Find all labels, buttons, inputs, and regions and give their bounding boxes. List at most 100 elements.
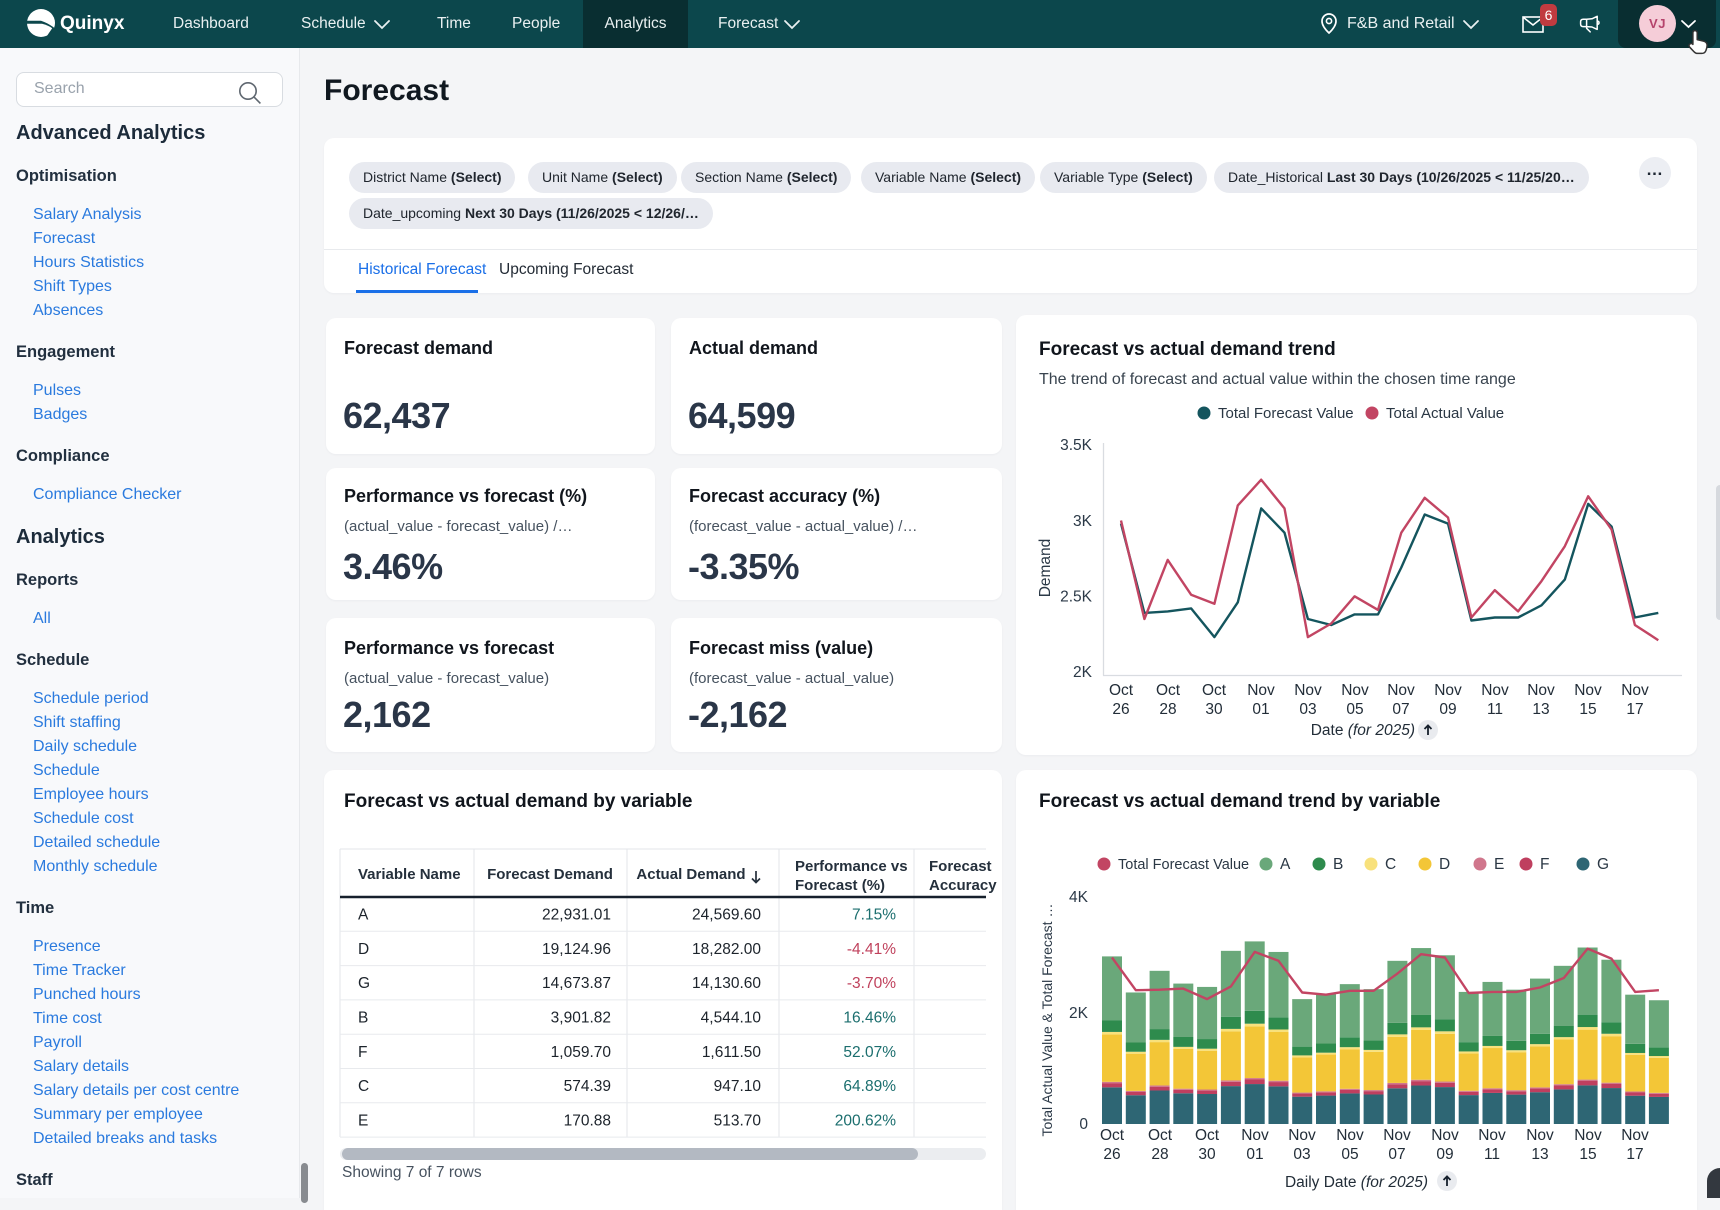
- svg-text:Nov: Nov: [1527, 682, 1555, 699]
- svg-text:-4.41%: -4.41%: [847, 941, 896, 958]
- svg-text:Oct: Oct: [1195, 1127, 1220, 1144]
- svg-text:170.88: 170.88: [564, 1112, 611, 1129]
- svg-text:4K: 4K: [1069, 889, 1089, 906]
- svg-text:Date (for 2025): Date (for 2025): [1311, 722, 1415, 739]
- svg-text:Forecast: Forecast: [929, 858, 992, 875]
- svg-text:3K: 3K: [1073, 513, 1093, 530]
- svg-text:13: 13: [1532, 701, 1549, 718]
- svg-text:Nov: Nov: [1434, 682, 1462, 699]
- svg-text:14,673.87: 14,673.87: [542, 975, 611, 992]
- svg-text:Oct: Oct: [1109, 682, 1134, 699]
- svg-text:Nov: Nov: [1383, 1127, 1411, 1144]
- svg-text:2.5K: 2.5K: [1060, 589, 1093, 606]
- svg-text:28: 28: [1159, 701, 1176, 718]
- svg-text:07: 07: [1392, 701, 1409, 718]
- svg-text:22,931.01: 22,931.01: [542, 907, 611, 924]
- svg-text:Nov: Nov: [1481, 682, 1509, 699]
- svg-text:Oct: Oct: [1202, 682, 1227, 699]
- svg-text:05: 05: [1346, 701, 1363, 718]
- svg-text:11: 11: [1487, 701, 1503, 718]
- svg-text:2K: 2K: [1069, 1005, 1089, 1022]
- svg-text:Total Forecast Value: Total Forecast Value: [1118, 857, 1249, 873]
- svg-text:Demand: Demand: [1037, 539, 1054, 598]
- svg-text:30: 30: [1198, 1146, 1216, 1163]
- svg-text:D: D: [358, 941, 369, 958]
- svg-text:15: 15: [1579, 1146, 1596, 1163]
- svg-text:C: C: [358, 1078, 369, 1095]
- svg-text:Total Actual Value & Total For: Total Actual Value & Total Forecast …: [1039, 904, 1055, 1137]
- svg-text:52.07%: 52.07%: [843, 1044, 896, 1061]
- svg-text:16.46%: 16.46%: [843, 1010, 896, 1027]
- svg-text:03: 03: [1299, 701, 1316, 718]
- svg-text:Nov: Nov: [1336, 1127, 1364, 1144]
- svg-text:3,901.82: 3,901.82: [551, 1010, 611, 1027]
- svg-text:F: F: [1540, 856, 1549, 873]
- svg-text:Nov: Nov: [1621, 1127, 1649, 1144]
- svg-text:7.15%: 7.15%: [852, 907, 896, 924]
- svg-text:26: 26: [1112, 701, 1129, 718]
- svg-text:17: 17: [1626, 701, 1643, 718]
- svg-text:24,569.60: 24,569.60: [692, 907, 761, 924]
- svg-text:The trend of forecast and actu: The trend of forecast and actual value w…: [1039, 371, 1516, 388]
- svg-text:1,059.70: 1,059.70: [551, 1044, 612, 1061]
- svg-text:C: C: [1385, 856, 1396, 873]
- svg-text:1,611.50: 1,611.50: [702, 1044, 762, 1061]
- svg-text:Nov: Nov: [1241, 1127, 1269, 1144]
- svg-text:Nov: Nov: [1288, 1127, 1316, 1144]
- svg-text:Nov: Nov: [1247, 682, 1275, 699]
- svg-text:513.70: 513.70: [714, 1112, 762, 1129]
- svg-text:Forecast vs actual demand tren: Forecast vs actual demand trend: [1039, 339, 1336, 360]
- svg-text:G: G: [1597, 856, 1609, 873]
- svg-text:Nov: Nov: [1341, 682, 1369, 699]
- svg-text:09: 09: [1436, 1146, 1453, 1163]
- svg-text:Nov: Nov: [1478, 1127, 1506, 1144]
- svg-text:E: E: [358, 1112, 368, 1129]
- svg-text:Nov: Nov: [1387, 682, 1415, 699]
- svg-text:18,282.00: 18,282.00: [692, 941, 761, 958]
- svg-text:Total Actual Value: Total Actual Value: [1386, 405, 1504, 422]
- svg-text:Forecast (%): Forecast (%): [795, 877, 885, 894]
- svg-text:Total Forecast Value: Total Forecast Value: [1218, 405, 1354, 422]
- svg-text:574.39: 574.39: [564, 1078, 611, 1095]
- svg-text:Oct: Oct: [1100, 1127, 1125, 1144]
- svg-text:Nov: Nov: [1621, 682, 1649, 699]
- svg-text:Performance vs: Performance vs: [795, 858, 908, 875]
- svg-text:Nov: Nov: [1574, 682, 1602, 699]
- svg-text:Nov: Nov: [1526, 1127, 1554, 1144]
- svg-text:15: 15: [1579, 701, 1596, 718]
- svg-text:Accuracy: Accuracy: [929, 877, 997, 894]
- svg-text:07: 07: [1388, 1146, 1405, 1163]
- svg-text:3.5K: 3.5K: [1060, 437, 1093, 454]
- svg-text:-3.70%: -3.70%: [847, 975, 896, 992]
- svg-text:05: 05: [1341, 1146, 1358, 1163]
- svg-text:0: 0: [1079, 1116, 1088, 1133]
- svg-text:14,130.60: 14,130.60: [692, 975, 761, 992]
- svg-text:19,124.96: 19,124.96: [542, 941, 611, 958]
- svg-text:26: 26: [1103, 1146, 1120, 1163]
- svg-text:A: A: [1280, 856, 1291, 873]
- svg-text:13: 13: [1531, 1146, 1548, 1163]
- svg-text:E: E: [1494, 856, 1504, 873]
- svg-text:17: 17: [1626, 1146, 1643, 1163]
- svg-text:Nov: Nov: [1431, 1127, 1459, 1144]
- svg-text:Forecast Demand: Forecast Demand: [487, 866, 613, 883]
- svg-text:Daily Date (for 2025): Daily Date (for 2025): [1285, 1174, 1428, 1191]
- svg-text:B: B: [1333, 856, 1343, 873]
- svg-text:Showing 7 of 7 rows: Showing 7 of 7 rows: [342, 1164, 482, 1181]
- svg-text:Oct: Oct: [1148, 1127, 1173, 1144]
- svg-text:947.10: 947.10: [714, 1078, 762, 1095]
- svg-text:30: 30: [1205, 701, 1223, 718]
- svg-text:200.62%: 200.62%: [835, 1112, 896, 1129]
- svg-text:Nov: Nov: [1294, 682, 1322, 699]
- svg-text:03: 03: [1293, 1146, 1310, 1163]
- svg-text:64.89%: 64.89%: [843, 1078, 896, 1095]
- svg-text:Oct: Oct: [1156, 682, 1181, 699]
- svg-text:Variable Name: Variable Name: [358, 866, 461, 883]
- svg-text:D: D: [1439, 856, 1450, 873]
- svg-text:09: 09: [1439, 701, 1456, 718]
- svg-text:11: 11: [1484, 1146, 1500, 1163]
- svg-text:Actual Demand: Actual Demand: [636, 866, 745, 883]
- svg-text:G: G: [358, 975, 370, 992]
- svg-text:2K: 2K: [1073, 664, 1093, 681]
- svg-text:F: F: [358, 1044, 367, 1061]
